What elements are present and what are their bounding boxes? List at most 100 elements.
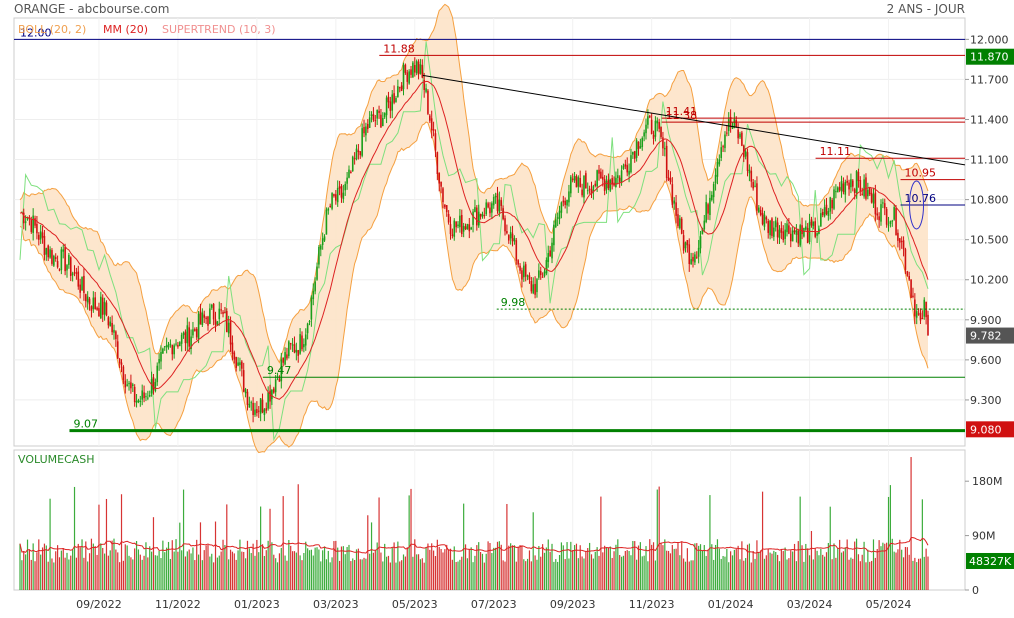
candle-body: [852, 180, 854, 187]
volume-bar: [786, 559, 788, 590]
volume-bar: [464, 544, 467, 590]
volume-bar: [105, 498, 108, 590]
candle-body: [829, 197, 832, 212]
candle-body: [178, 342, 181, 347]
candle-body: [496, 193, 499, 211]
volume-bar: [651, 544, 653, 590]
volume-bar: [130, 557, 132, 590]
volume-bar: [318, 549, 320, 590]
y-tick-label: 9.900: [970, 314, 1002, 327]
volume-bar: [316, 547, 318, 590]
volume-bar: [485, 553, 487, 590]
candle-body: [727, 119, 730, 132]
highlight-ellipse: [909, 180, 925, 230]
volume-bar: [696, 543, 698, 590]
candle-body: [748, 169, 751, 174]
candle-body: [393, 93, 395, 103]
candle-body: [361, 128, 363, 156]
candle-body: [820, 213, 822, 227]
candle-body: [169, 343, 172, 345]
candle-body: [867, 189, 869, 197]
candle-body: [827, 211, 830, 216]
volume-bar: [367, 515, 369, 590]
candle-body: [460, 215, 463, 235]
volume-bar: [656, 489, 658, 590]
volume-bar: [372, 552, 375, 590]
candle-body: [229, 321, 232, 345]
volume-bar: [666, 550, 668, 590]
volume-bar: [346, 546, 348, 590]
volume-bar: [760, 550, 762, 590]
volume-bar: [908, 554, 910, 590]
candle-body: [366, 124, 369, 130]
candle-body: [353, 158, 356, 160]
candle-body: [115, 331, 117, 340]
candle-body: [695, 256, 698, 258]
candle-body: [436, 152, 439, 174]
candle-body: [327, 208, 330, 211]
candle-body: [675, 202, 677, 216]
candle-body: [538, 270, 540, 278]
volume-bar: [594, 551, 596, 590]
candle-body: [895, 207, 897, 236]
volume-bar: [49, 498, 51, 590]
volume-bar: [579, 545, 581, 590]
volume-bar: [553, 561, 555, 590]
candle-body: [464, 226, 467, 230]
volume-bar: [342, 546, 344, 590]
candle-body: [278, 378, 281, 382]
candle-body: [295, 349, 298, 353]
volume-bar: [545, 547, 547, 590]
chart-title: ORANGE - abcbourse.com: [14, 2, 169, 16]
volume-bar: [837, 548, 839, 590]
volume-bar: [38, 539, 40, 590]
y-tick-label: 11.100: [970, 154, 1009, 167]
volume-bar: [88, 553, 91, 590]
candle-body: [190, 336, 192, 350]
candle-body: [481, 213, 484, 217]
candle-body: [250, 402, 253, 404]
candle-body: [914, 299, 916, 317]
volume-bar: [867, 549, 869, 590]
volume-bar: [912, 560, 914, 590]
volume-bar: [504, 561, 506, 590]
x-tick-label: 03/2024: [787, 598, 833, 611]
candle-body: [921, 317, 924, 319]
volume-bar: [154, 555, 156, 590]
volume-bar: [276, 562, 279, 590]
volume-bar: [213, 562, 215, 590]
volume-bar: [718, 548, 720, 590]
volume-bar: [889, 485, 892, 590]
level-label: 10.76: [905, 192, 937, 205]
volume-bar: [803, 561, 805, 590]
volume-bar: [575, 543, 578, 590]
level-label: 9.47: [267, 364, 292, 377]
volume-bar: [658, 486, 660, 590]
volume-bar: [427, 543, 429, 590]
volume-bar: [844, 547, 846, 590]
volume-bar: [378, 497, 380, 590]
volume-bar: [211, 553, 213, 590]
volume-bar: [244, 558, 247, 590]
volume-bar: [611, 557, 613, 590]
candle-body: [173, 345, 175, 355]
candle-body: [60, 249, 63, 271]
candle-body: [716, 161, 719, 177]
candle-body: [37, 234, 40, 240]
candle-body: [733, 118, 736, 128]
volume-bar: [468, 549, 470, 590]
volume-bar: [857, 554, 860, 590]
candle-body: [778, 229, 781, 238]
badge-high-bg: [966, 48, 1014, 65]
volume-bar: [792, 551, 794, 590]
volume-bar: [743, 560, 745, 590]
candle-body: [141, 390, 143, 400]
candle-body: [718, 159, 721, 165]
volume-bar: [495, 547, 497, 590]
candle-body: [34, 218, 36, 226]
candle-body: [212, 303, 215, 320]
candle-body: [532, 284, 535, 294]
volume-bar: [87, 561, 89, 590]
candle-body: [712, 184, 715, 198]
